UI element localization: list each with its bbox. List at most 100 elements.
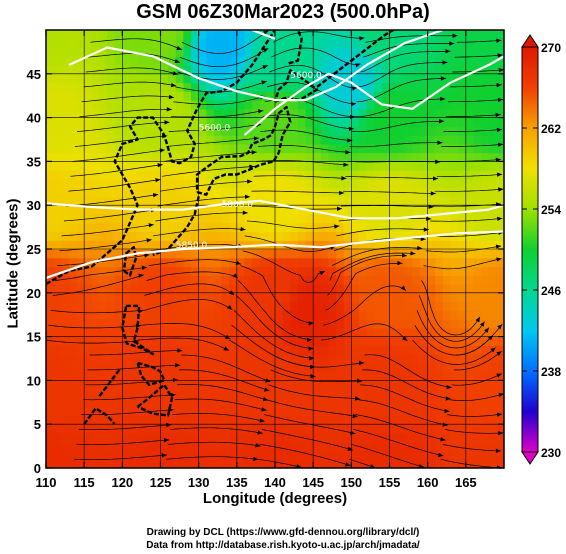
heat-cell xyxy=(374,143,383,154)
heat-cell xyxy=(68,117,78,127)
heat-cell xyxy=(114,170,123,180)
heat-cell xyxy=(107,161,116,171)
heat-cell xyxy=(53,65,62,75)
heat-cell xyxy=(221,336,230,346)
heat-cell xyxy=(381,319,391,329)
heat-cell xyxy=(46,336,55,346)
heat-cell xyxy=(305,231,314,241)
heat-cell xyxy=(61,187,70,198)
heat-cell xyxy=(450,170,459,180)
heat-cell xyxy=(236,117,246,127)
heat-cell xyxy=(328,249,337,259)
heat-cell xyxy=(137,327,146,338)
heat-cell xyxy=(297,284,307,294)
heat-cell xyxy=(351,354,360,364)
heat-cell xyxy=(450,354,459,364)
heat-cell xyxy=(229,380,238,390)
height-contours xyxy=(46,30,504,279)
heat-cell xyxy=(61,432,70,443)
heat-cell xyxy=(404,213,413,224)
heat-cell xyxy=(481,450,490,460)
heat-cell xyxy=(458,152,467,162)
heat-cell xyxy=(435,441,444,452)
heat-cell xyxy=(290,284,299,294)
heat-cell xyxy=(152,231,162,241)
heat-cell xyxy=(374,126,383,136)
heat-cell xyxy=(129,82,139,92)
heat-cell xyxy=(481,30,490,40)
heat-cell xyxy=(381,327,391,338)
streamline xyxy=(142,299,233,311)
heat-cell xyxy=(435,249,444,259)
heat-cell xyxy=(297,266,307,276)
heat-cell xyxy=(450,196,459,206)
heat-cell xyxy=(46,354,55,364)
heat-cell xyxy=(61,345,70,355)
credit-drawing: Drawing by DCL (https://www.gfd-dennou.o… xyxy=(146,527,420,538)
heat-cell xyxy=(488,415,497,425)
heat-cell xyxy=(435,406,444,417)
streamline xyxy=(454,54,503,58)
heat-cell xyxy=(61,257,70,268)
heat-cell xyxy=(305,362,314,373)
heat-cell xyxy=(458,354,467,364)
heat-cell xyxy=(328,319,337,329)
heat-cell xyxy=(229,187,238,198)
heat-cell xyxy=(442,135,452,145)
heat-cell xyxy=(191,73,200,84)
heat-cell xyxy=(221,275,230,285)
heat-cell xyxy=(76,47,85,57)
heat-cell xyxy=(420,65,429,75)
heat-cell xyxy=(351,292,360,303)
heat-cell xyxy=(129,161,139,171)
heat-cell xyxy=(465,275,475,285)
streamline xyxy=(85,67,179,75)
heat-cell xyxy=(290,213,299,224)
heat-cell xyxy=(76,178,85,189)
heat-cell xyxy=(282,301,291,311)
heat-cell xyxy=(114,406,123,417)
heat-cell xyxy=(450,397,459,408)
heat-cell xyxy=(397,152,406,162)
y-tick-label: 45 xyxy=(27,67,41,82)
heat-cell xyxy=(397,380,406,390)
streamline xyxy=(231,324,316,368)
heat-cell xyxy=(183,389,192,399)
heat-cell xyxy=(145,424,154,434)
heat-cell xyxy=(358,450,368,460)
heat-cell xyxy=(213,389,223,399)
heat-cell xyxy=(374,231,383,241)
heat-cell xyxy=(168,397,177,408)
heat-cell xyxy=(107,397,116,408)
heat-cell xyxy=(244,266,253,276)
heat-cell xyxy=(450,371,459,381)
heat-cell xyxy=(328,65,337,75)
streamline xyxy=(440,458,503,468)
heat-cell xyxy=(481,301,490,311)
heat-cell xyxy=(107,249,116,259)
heat-cell xyxy=(397,275,406,285)
heat-cell xyxy=(84,56,93,66)
heat-cell xyxy=(336,450,345,460)
heat-cell xyxy=(99,459,108,468)
heat-cell xyxy=(358,161,368,171)
heat-cell xyxy=(397,82,406,92)
heat-cell xyxy=(259,362,268,373)
heat-cell xyxy=(358,284,368,294)
heat-cell xyxy=(328,275,337,285)
heat-cell xyxy=(244,301,253,311)
heat-cell xyxy=(351,135,360,145)
heat-cell xyxy=(389,441,398,452)
heat-cell xyxy=(290,345,299,355)
heat-cell xyxy=(267,345,276,355)
heat-cell xyxy=(84,108,93,119)
heat-cell xyxy=(145,459,154,468)
heat-cell xyxy=(297,319,307,329)
heat-cell xyxy=(206,292,215,303)
heat-cell xyxy=(320,117,330,127)
heat-cell xyxy=(206,275,215,285)
streamline xyxy=(63,209,157,222)
heat-cell xyxy=(427,362,436,373)
heat-cell xyxy=(358,91,368,101)
heat-cell xyxy=(450,406,459,417)
